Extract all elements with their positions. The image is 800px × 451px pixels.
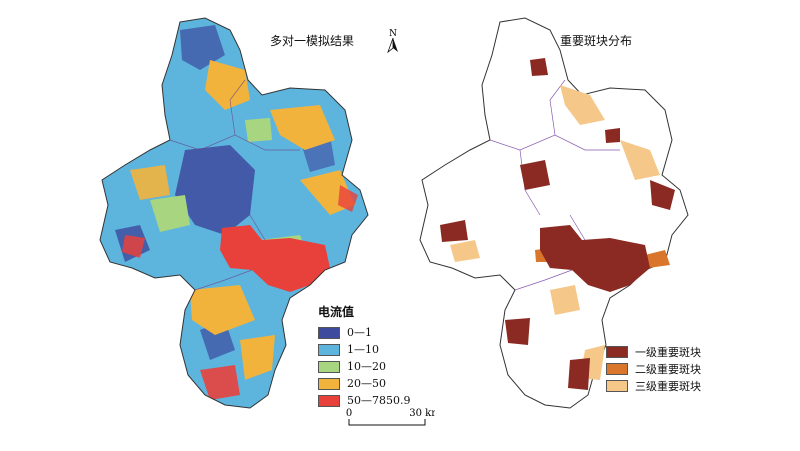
legend-swatch [318,360,340,373]
current-map-svg [99,17,369,409]
legend-swatch [318,394,340,407]
important-patch-map [400,0,800,447]
legend-swatch [606,345,628,358]
legend-label: 20—50 [347,377,386,390]
legend-label: 三级重要斑块 [635,379,701,393]
scale-end-label: 30 km [409,408,435,419]
patch-map-svg [419,17,689,409]
legend-swatch [606,379,628,392]
legend-label: 二级重要斑块 [635,362,701,376]
legend-item: 一级重要斑块 [606,343,701,360]
legend-label: 10—20 [347,360,386,373]
legend-label: 0—1 [347,326,372,339]
left-map-title: 多对一模拟结果 [270,34,355,48]
right-map-boundary [419,17,689,409]
scale-bar: 0 30 km [345,405,441,435]
right-map-title: 重要斑块分布 [560,34,633,48]
north-arrow-icon: N [385,28,401,54]
scale-start-label: 0 [346,408,352,419]
legend-item: 10—20 [318,358,411,375]
legend-label: 1—10 [347,343,379,356]
legend-item: 1—10 [318,341,411,358]
left-map-boundary [99,17,369,409]
legend-item: 三级重要斑块 [606,377,701,394]
patch-legend: 一级重要斑块 二级重要斑块 三级重要斑块 [606,343,701,394]
legend-label: 50—7850.9 [347,394,411,407]
legend-swatch [318,343,340,356]
current-legend: 电流值 0—1 1—10 10—20 20—50 50—7850.9 [318,303,411,409]
legend-swatch [606,362,628,375]
legend-swatch [318,326,340,339]
north-label: N [389,29,397,39]
legend-item: 二级重要斑块 [606,360,701,377]
current-legend-title: 电流值 [318,305,355,319]
legend-item: 0—1 [318,324,411,341]
legend-item: 50—7850.9 [318,392,411,409]
legend-item: 20—50 [318,375,411,392]
current-simulation-map [0,0,400,447]
legend-swatch [318,377,340,390]
legend-label: 一级重要斑块 [635,345,701,359]
